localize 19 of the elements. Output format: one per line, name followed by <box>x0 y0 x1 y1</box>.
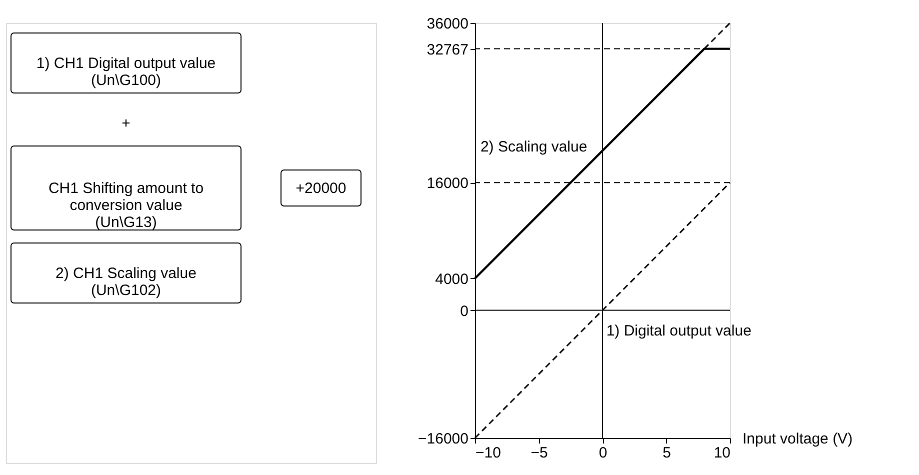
series-label: 2) Scaling value <box>480 138 588 156</box>
y-tick-label: 32767 <box>426 41 468 58</box>
y-tick-label: −16000 <box>418 430 468 448</box>
y-tick-label: 36000 <box>426 16 468 32</box>
x-axis-title: Input voltage (V) <box>742 430 853 448</box>
y-tick-label: 4000 <box>435 270 468 288</box>
x-tick-label: −10 <box>476 444 501 462</box>
text: +20000 <box>296 180 346 197</box>
text: + <box>122 115 131 132</box>
x-tick-label: 0 <box>598 444 608 462</box>
text: 2) CH1 Scaling value (Un\G102) <box>56 265 196 299</box>
x-tick-label: 5 <box>662 444 671 462</box>
text: CH1 Shifting amount to conversion value (Un\G13) <box>48 180 204 231</box>
series-label: 1) Digital output value <box>606 322 752 340</box>
x-tick-label: 10 <box>714 444 730 462</box>
y-tick-label: 16000 <box>426 175 468 192</box>
text: 1) CH1 Digital output value (Un\G100) <box>36 55 216 89</box>
x-tick-label: −5 <box>530 444 548 462</box>
y-tick-label: 0 <box>460 302 468 320</box>
